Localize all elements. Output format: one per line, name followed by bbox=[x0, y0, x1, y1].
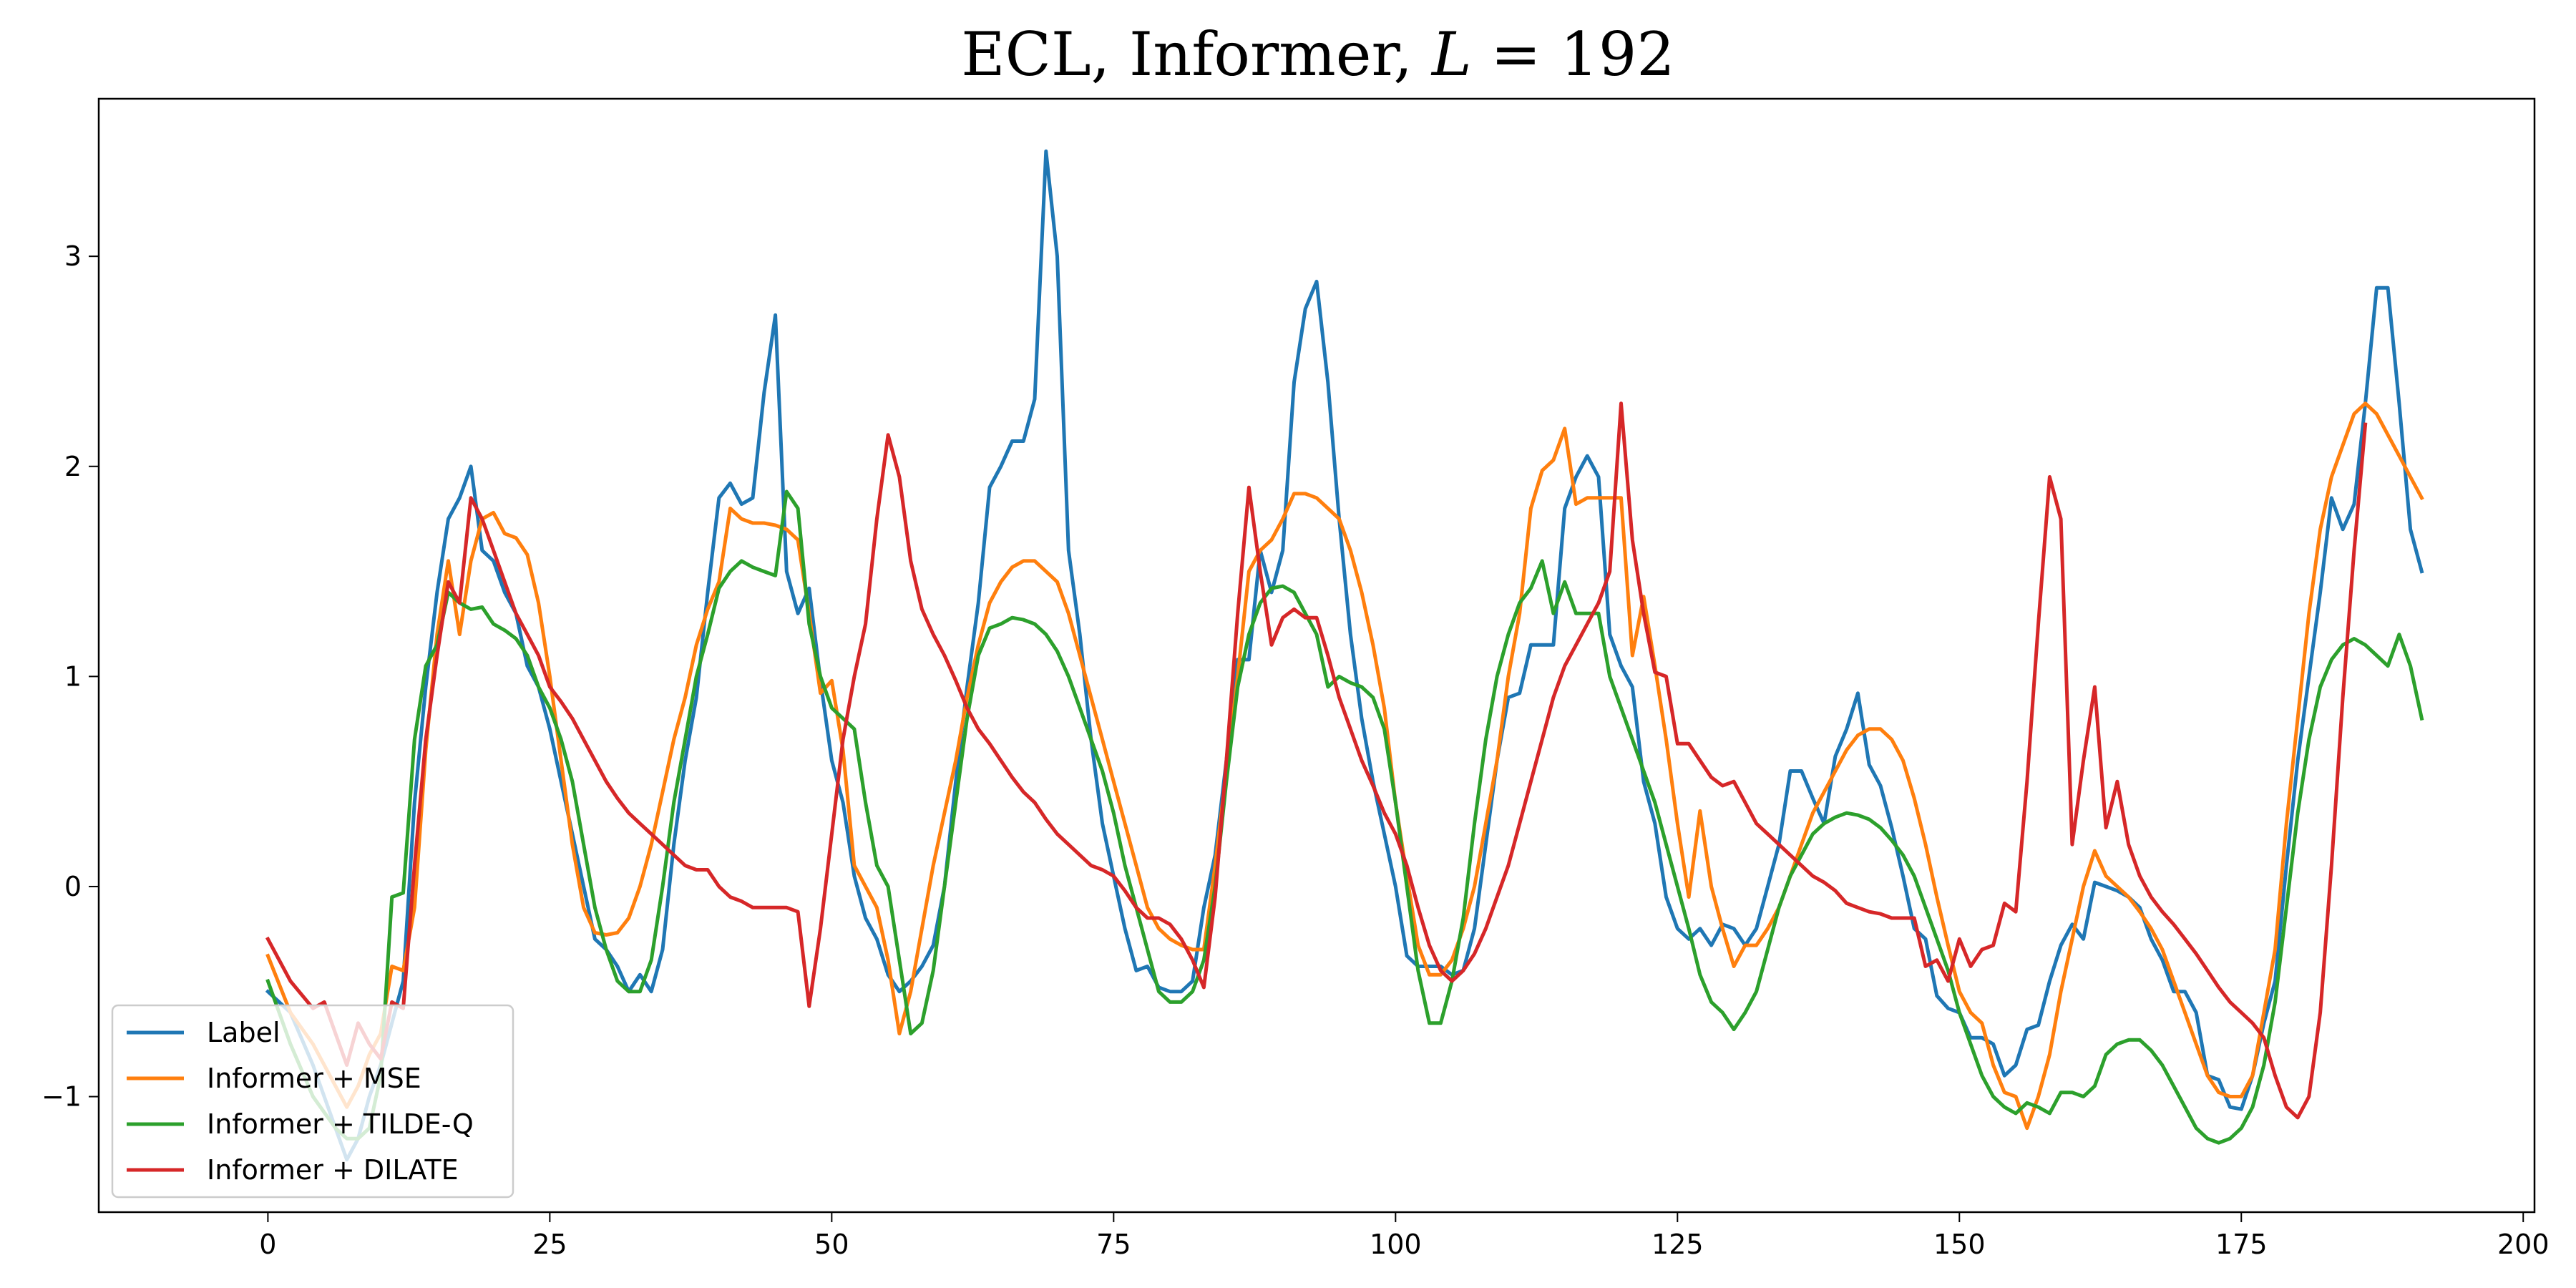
x-tick-label: 0 bbox=[259, 1229, 276, 1260]
x-tick-label: 150 bbox=[1933, 1229, 1986, 1260]
y-tick-label: 2 bbox=[64, 451, 82, 482]
x-tick-label: 125 bbox=[1652, 1229, 1704, 1260]
series-line-2 bbox=[265, 401, 2424, 1131]
x-tick-label: 75 bbox=[1096, 1229, 1131, 1260]
legend-label: Informer + DILATE bbox=[207, 1154, 459, 1186]
legend-label: Label bbox=[207, 1017, 280, 1048]
x-tick-label: 50 bbox=[814, 1229, 849, 1260]
y-tick-label: 3 bbox=[64, 240, 82, 272]
x-tick-label: 200 bbox=[2497, 1229, 2550, 1260]
series-line-1 bbox=[265, 149, 2424, 1162]
y-tick-label: 0 bbox=[64, 871, 82, 902]
x-tick-label: 100 bbox=[1370, 1229, 1422, 1260]
series-layer bbox=[265, 149, 2424, 1162]
x-axis-ticks: 0 25 50 75 100 125 150 175 200 bbox=[259, 1212, 2550, 1260]
legend-label: Informer + TILDE-Q bbox=[207, 1108, 474, 1140]
series-line-3 bbox=[265, 489, 2424, 1145]
y-tick-label: 1 bbox=[64, 660, 82, 692]
y-axis-ticks: −1 0 1 2 3 bbox=[42, 240, 99, 1113]
x-tick-label: 175 bbox=[2215, 1229, 2268, 1260]
y-tick-label: −1 bbox=[42, 1081, 82, 1113]
chart-title: ECL, Informer, L = 192 bbox=[961, 19, 1674, 89]
plot-area-frame bbox=[97, 97, 2536, 1214]
series-line-4 bbox=[265, 401, 2368, 1120]
legend-label: Informer + MSE bbox=[207, 1063, 421, 1094]
x-tick-label: 25 bbox=[532, 1229, 567, 1260]
legend: Label Informer + MSE Informer + TILDE-Q Inf… bbox=[111, 1004, 514, 1199]
legend-box bbox=[111, 1004, 514, 1199]
